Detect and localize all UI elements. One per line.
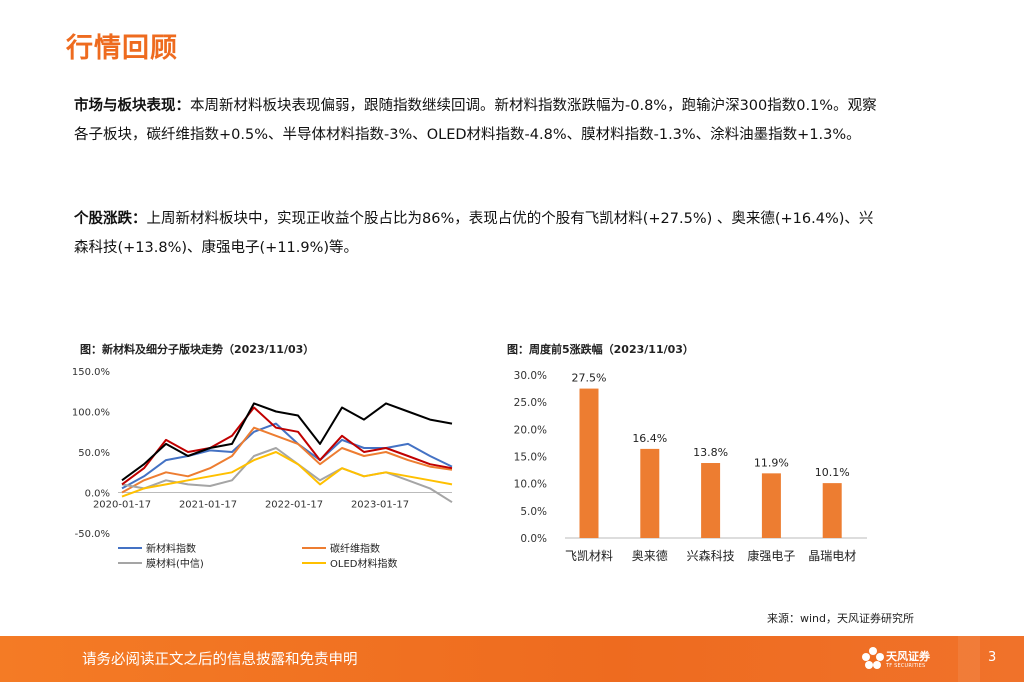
legend-label: 膜材料(中信) bbox=[146, 557, 204, 570]
legend-label: 碳纤维指数 bbox=[330, 542, 380, 555]
y-tick-label: 30.0% bbox=[514, 370, 547, 382]
source-note: 来源：wind，天风证券研究所 bbox=[766, 612, 914, 625]
bar-value-label: 11.9% bbox=[754, 456, 789, 469]
bar-value-label: 27.5% bbox=[572, 372, 607, 385]
x-tick-label: 2022-01-17 bbox=[265, 500, 323, 511]
stocks-text: 上周新材料板块中，实现正收益个股占比为86%，表现占优的个股有飞凯材料(+27.… bbox=[74, 211, 874, 256]
market-paragraph: 市场与板块表现：本周新材料板块表现偏弱，跟随指数继续回调。新材料指数涨跌幅为-0… bbox=[74, 92, 884, 150]
logo-subtitle: TF SECURITIES bbox=[886, 663, 926, 669]
bar bbox=[640, 448, 660, 538]
y-tick-label: 0.0% bbox=[85, 489, 110, 500]
footer-bar: 请务必阅读正文之后的信息披露和免责申明 天风证券 TF SECURITIES 3 bbox=[0, 636, 1024, 682]
series-line-1 bbox=[121, 426, 453, 494]
series-line-0 bbox=[121, 422, 453, 490]
y-tick-label: -50.0% bbox=[75, 529, 110, 540]
legend-label: OLED材料指数 bbox=[330, 557, 397, 570]
bar bbox=[701, 463, 721, 538]
series-line-3 bbox=[121, 451, 453, 498]
bar bbox=[579, 388, 599, 538]
stocks-label: 个股涨跌： bbox=[74, 211, 147, 227]
x-category-label: 飞凯材料 bbox=[565, 549, 613, 563]
x-category-label: 晶瑞电材 bbox=[808, 549, 856, 563]
y-tick-label: 10.0% bbox=[514, 479, 547, 491]
y-tick-label: 150.0% bbox=[72, 367, 110, 378]
series-line-5 bbox=[121, 402, 453, 482]
footer-accent bbox=[958, 636, 980, 682]
bar bbox=[761, 473, 781, 538]
y-tick-label: 0.0% bbox=[520, 533, 547, 545]
y-tick-label: 20.0% bbox=[514, 424, 547, 436]
company-logo: 天风证券 TF SECURITIES bbox=[862, 644, 942, 676]
x-tick-label: 2020-01-17 bbox=[93, 500, 151, 511]
x-category-label: 康强电子 bbox=[747, 548, 795, 563]
line-chart: 150.0% 100.0% 50.0% 0.0% -50.0% 2020-01-17 202… bbox=[72, 367, 453, 570]
y-tick-label: 100.0% bbox=[72, 408, 110, 419]
logo-name: 天风证券 bbox=[886, 650, 930, 663]
bar-value-label: 10.1% bbox=[815, 466, 850, 479]
line-chart-title: 图：新材料及细分子版块走势（2023/11/03） bbox=[80, 343, 315, 356]
bar-value-label: 16.4% bbox=[632, 432, 667, 445]
x-category-label: 奥来德 bbox=[632, 548, 668, 563]
market-text: 本周新材料板块表现偏弱，跟随指数继续回调。新材料指数涨跌幅为-0.8%，跑输沪深… bbox=[74, 98, 877, 143]
page-title: 行情回顾 bbox=[66, 33, 178, 64]
bar-chart: 30.0% 25.0% 20.0% 15.0% 10.0% 5.0% 0.0% 27.5% 飞凯… bbox=[514, 370, 867, 563]
y-tick-label: 15.0% bbox=[514, 452, 547, 464]
market-label: 市场与板块表现： bbox=[74, 98, 190, 114]
series-line-4 bbox=[121, 406, 453, 486]
x-tick-label: 2021-01-17 bbox=[179, 500, 237, 511]
page-number: 3 bbox=[988, 650, 997, 665]
stocks-paragraph: 个股涨跌：上周新材料板块中，实现正收益个股占比为86%，表现占优的个股有飞凯材料… bbox=[74, 205, 884, 263]
y-tick-label: 50.0% bbox=[78, 448, 110, 459]
bar-value-label: 13.8% bbox=[693, 446, 728, 459]
x-category-label: 兴森科技 bbox=[687, 548, 735, 563]
bar-chart-title: 图：周度前5涨跌幅（2023/11/03） bbox=[507, 343, 694, 356]
y-tick-label: 5.0% bbox=[520, 506, 547, 518]
x-tick-label: 2023-01-17 bbox=[351, 500, 409, 511]
bar bbox=[822, 483, 842, 538]
flower-logo-icon bbox=[862, 647, 884, 669]
disclaimer-text: 请务必阅读正文之后的信息披露和免责申明 bbox=[82, 652, 358, 668]
legend-label: 新材料指数 bbox=[146, 542, 196, 555]
y-tick-label: 25.0% bbox=[514, 397, 547, 409]
